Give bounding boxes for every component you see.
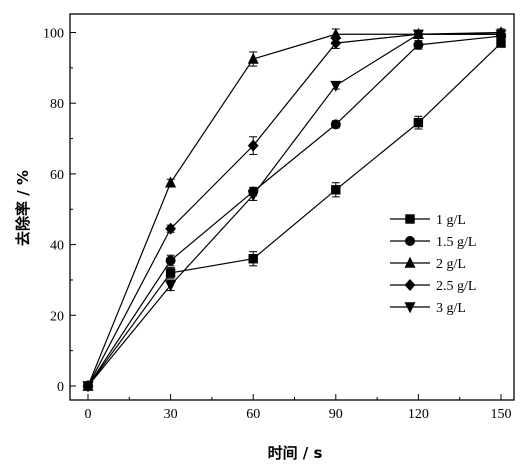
data-point <box>330 37 342 50</box>
data-point <box>413 39 424 50</box>
y-tick-label: 100 <box>43 27 64 42</box>
legend-label: 2 g/L <box>436 257 466 272</box>
data-point <box>412 29 424 41</box>
data-point <box>331 185 341 195</box>
data-point <box>165 176 177 188</box>
data-point <box>165 268 176 278</box>
legend-item: 1 g/L <box>390 213 466 228</box>
series-line <box>87 31 502 387</box>
x-tick-label: 60 <box>246 407 260 422</box>
series-5 <box>82 29 507 393</box>
legend-label: 1 g/L <box>436 213 466 228</box>
x-axis-title: 时间 / s <box>268 444 323 462</box>
legend-marker <box>404 302 416 314</box>
series-2 <box>83 31 506 391</box>
data-point <box>330 119 341 130</box>
legend-item: 3 g/L <box>390 301 466 316</box>
series-line <box>87 33 501 387</box>
data-point <box>82 381 94 393</box>
data-point <box>248 254 258 264</box>
series-line <box>87 35 502 387</box>
legend-label: 3 g/L <box>436 301 466 316</box>
data-point <box>165 222 176 235</box>
data-point <box>330 80 342 92</box>
series-3 <box>82 26 507 391</box>
y-tick-label: 20 <box>50 309 64 324</box>
axes <box>69 13 515 401</box>
data-point <box>495 29 507 41</box>
series-line <box>87 33 501 387</box>
y-tick-label: 0 <box>57 380 64 395</box>
legend-marker <box>405 236 415 246</box>
y-tick-label: 80 <box>50 97 64 112</box>
legend-marker <box>404 256 416 268</box>
data-point <box>413 117 424 128</box>
x-tick-label: 0 <box>85 407 92 422</box>
series-4 <box>82 28 507 392</box>
x-tick-label: 30 <box>164 407 178 422</box>
plot-frame <box>69 13 515 401</box>
legend-label: 2.5 g/L <box>436 279 476 294</box>
data-point <box>247 190 259 202</box>
legend-item: 1.5 g/L <box>390 235 476 250</box>
series-group <box>82 26 507 393</box>
y-tick-label: 40 <box>50 239 64 254</box>
legend-item: 2.5 g/L <box>390 279 476 294</box>
x-tick-label: 120 <box>408 407 429 422</box>
legend-item: 2 g/L <box>390 256 466 272</box>
legend: 1 g/L 1.5 g/L 2 g/L 2.5 g/L 3 g/L <box>390 213 476 316</box>
legend-marker <box>405 214 415 224</box>
x-tick-label: 150 <box>491 407 512 422</box>
data-point <box>247 139 259 152</box>
legend-label: 1.5 g/L <box>436 235 476 250</box>
y-axis-title: 去除率 / % <box>14 170 32 246</box>
legend-marker <box>404 279 416 291</box>
series-line <box>87 42 502 387</box>
y-tick-label: 60 <box>50 168 64 183</box>
data-point <box>165 280 177 292</box>
x-tick-label: 90 <box>329 407 343 422</box>
data-point <box>165 255 176 266</box>
ticks: 0 30 60 90 120 150 0 20 40 60 80 100 <box>43 27 512 423</box>
data-point <box>247 52 259 64</box>
